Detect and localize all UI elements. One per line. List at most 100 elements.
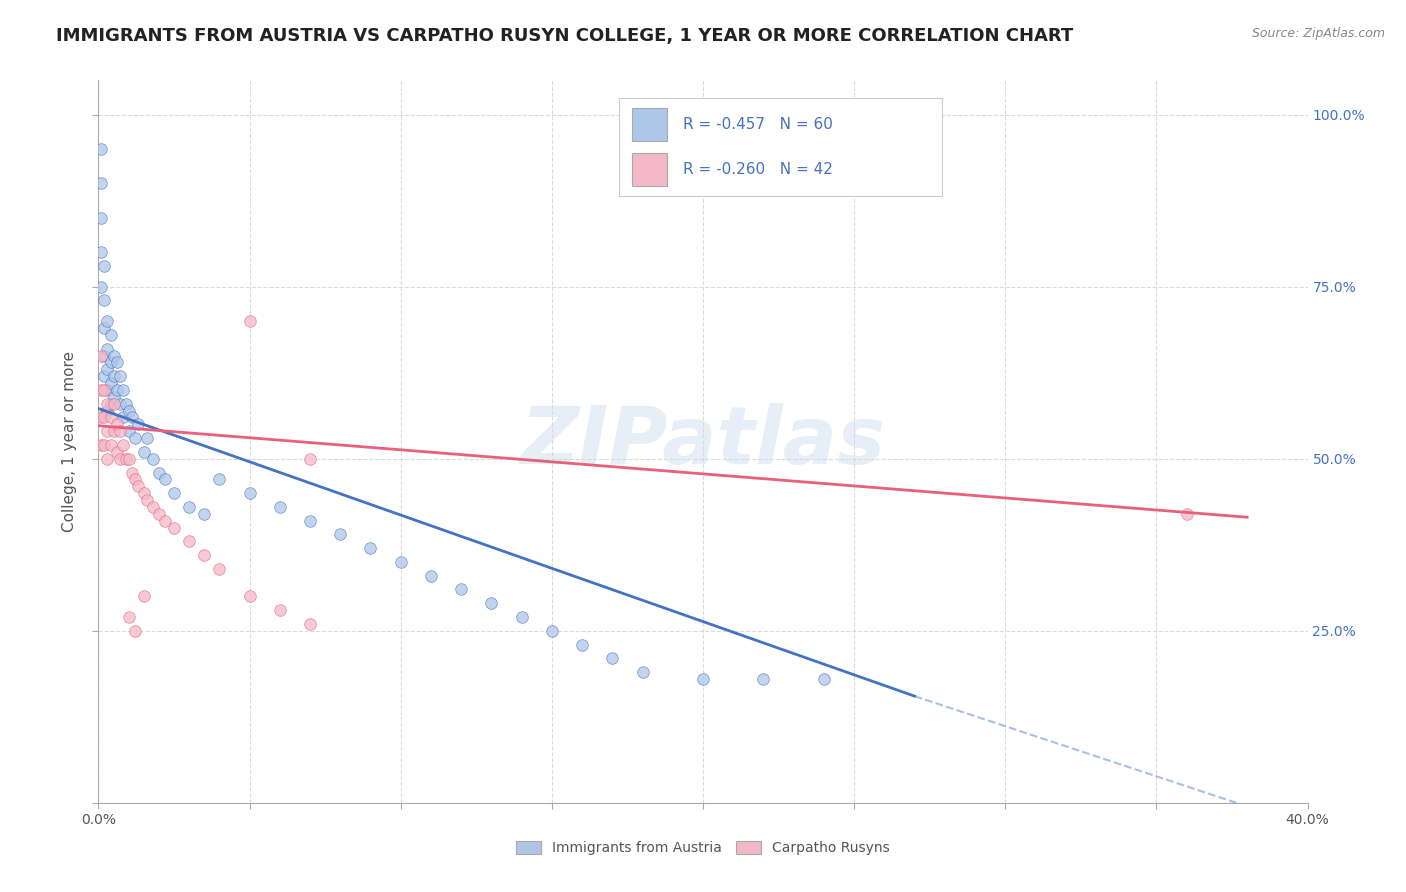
Point [329, 527, 352, 541]
Point [450, 582, 472, 597]
Point [124, 624, 146, 638]
Point [105, 383, 128, 397]
Point [631, 665, 654, 679]
Point [111, 438, 134, 452]
Point [299, 514, 322, 528]
Point [96, 397, 118, 411]
Point [118, 451, 141, 466]
Point [510, 610, 533, 624]
Point [179, 534, 201, 549]
Point [208, 472, 231, 486]
Point [239, 314, 262, 328]
Point [103, 369, 125, 384]
Point [135, 493, 157, 508]
Point [96, 362, 118, 376]
Point [108, 397, 131, 411]
Point [135, 431, 157, 445]
Text: Source: ZipAtlas.com: Source: ZipAtlas.com [1251, 27, 1385, 40]
Point [105, 355, 128, 369]
Point [481, 596, 503, 610]
Point [118, 610, 141, 624]
Point [142, 451, 165, 466]
Point [692, 672, 714, 686]
FancyBboxPatch shape [631, 108, 668, 141]
Point [96, 424, 118, 438]
Point [124, 472, 146, 486]
Legend: Immigrants from Austria, Carpatho Rusyns: Immigrants from Austria, Carpatho Rusyns [510, 836, 896, 861]
Point [540, 624, 562, 638]
Point [239, 486, 262, 500]
Point [90, 383, 112, 397]
Point [239, 590, 262, 604]
Point [103, 349, 125, 363]
Point [389, 555, 412, 569]
Point [153, 472, 176, 486]
Point [93, 293, 115, 308]
Point [90, 438, 112, 452]
Point [96, 342, 118, 356]
Point [813, 672, 835, 686]
Point [90, 349, 112, 363]
Point [193, 507, 215, 521]
Point [118, 403, 141, 417]
Point [90, 279, 112, 293]
Point [163, 486, 186, 500]
Point [108, 369, 131, 384]
Point [1175, 507, 1198, 521]
Point [93, 410, 115, 425]
Point [121, 410, 143, 425]
Point [752, 672, 775, 686]
Text: R = -0.260   N = 42: R = -0.260 N = 42 [683, 162, 834, 178]
Point [96, 314, 118, 328]
Point [103, 424, 125, 438]
Point [114, 397, 136, 411]
Point [96, 451, 118, 466]
Point [100, 410, 122, 425]
Point [114, 451, 136, 466]
Point [93, 321, 115, 335]
Point [132, 486, 155, 500]
Point [360, 541, 382, 556]
Point [121, 466, 143, 480]
Point [127, 479, 149, 493]
Point [148, 466, 170, 480]
Point [602, 651, 624, 665]
Point [193, 548, 215, 562]
Text: IMMIGRANTS FROM AUSTRIA VS CARPATHO RUSYN COLLEGE, 1 YEAR OR MORE CORRELATION CH: IMMIGRANTS FROM AUSTRIA VS CARPATHO RUSY… [56, 27, 1074, 45]
Point [269, 603, 291, 617]
Point [103, 390, 125, 404]
Point [100, 438, 122, 452]
Y-axis label: College, 1 year or more: College, 1 year or more [62, 351, 77, 532]
Point [132, 590, 155, 604]
Point [420, 568, 443, 582]
Point [93, 349, 115, 363]
Text: ZIPatlas: ZIPatlas [520, 402, 886, 481]
Point [108, 424, 131, 438]
Point [100, 327, 122, 342]
Point [127, 417, 149, 432]
Point [100, 376, 122, 390]
Point [179, 500, 201, 514]
Point [269, 500, 291, 514]
Point [96, 403, 118, 417]
Point [105, 445, 128, 459]
Point [148, 507, 170, 521]
Point [90, 410, 112, 425]
Point [142, 500, 165, 514]
Point [299, 616, 322, 631]
Point [111, 383, 134, 397]
Point [93, 259, 115, 273]
Point [90, 245, 112, 260]
Point [100, 397, 122, 411]
FancyBboxPatch shape [631, 153, 668, 186]
Point [208, 562, 231, 576]
Point [108, 451, 131, 466]
Text: R = -0.457   N = 60: R = -0.457 N = 60 [683, 117, 834, 132]
Point [93, 369, 115, 384]
Point [153, 514, 176, 528]
Point [93, 383, 115, 397]
Point [571, 638, 593, 652]
Point [90, 211, 112, 225]
Point [299, 451, 322, 466]
Point [111, 410, 134, 425]
